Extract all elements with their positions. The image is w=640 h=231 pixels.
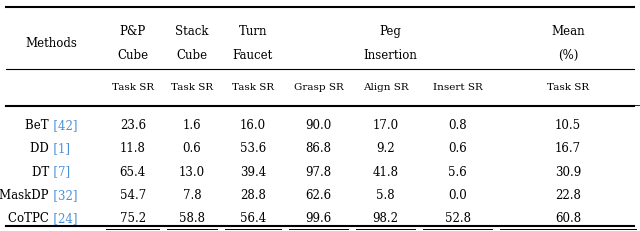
Text: 0.0: 0.0 [448,189,467,202]
Text: Grasp SR: Grasp SR [294,83,343,92]
Text: 52.8: 52.8 [445,212,470,225]
Text: Stack: Stack [175,25,209,38]
Text: Faucet: Faucet [233,49,273,62]
Text: BeT: BeT [25,119,51,132]
Text: 58.8: 58.8 [179,212,205,225]
Text: 7.8: 7.8 [182,189,202,202]
Text: CoTPC: CoTPC [8,212,51,225]
Text: 0.8: 0.8 [448,119,467,132]
Text: 99.6: 99.6 [305,212,332,225]
Text: DT: DT [31,166,51,179]
Text: 23.6: 23.6 [120,119,146,132]
Text: Insertion: Insertion [364,49,417,62]
Text: 1.6: 1.6 [182,119,202,132]
Text: 5.6: 5.6 [448,166,467,179]
Text: Align SR: Align SR [363,83,408,92]
Text: P&P: P&P [120,25,146,38]
Text: 0.6: 0.6 [448,143,467,155]
Text: Task SR: Task SR [112,83,154,92]
Text: 13.0: 13.0 [179,166,205,179]
Text: 97.8: 97.8 [305,166,332,179]
Text: 62.6: 62.6 [305,189,332,202]
Text: 22.8: 22.8 [555,189,581,202]
Text: 16.7: 16.7 [555,143,581,155]
Text: [42]: [42] [51,119,77,132]
Text: 54.7: 54.7 [120,189,146,202]
Text: 98.2: 98.2 [372,212,399,225]
Text: 56.4: 56.4 [239,212,266,225]
Text: 41.8: 41.8 [372,166,399,179]
Text: 75.2: 75.2 [120,212,146,225]
Text: 60.8: 60.8 [555,212,581,225]
Text: Task SR: Task SR [232,83,274,92]
Text: 9.2: 9.2 [376,143,395,155]
Text: 11.8: 11.8 [120,143,146,155]
Text: [1]: [1] [51,143,70,155]
Text: 17.0: 17.0 [372,119,399,132]
Text: Peg: Peg [380,25,401,38]
Text: [7]: [7] [51,166,70,179]
Text: 28.8: 28.8 [240,189,266,202]
Text: 16.0: 16.0 [240,119,266,132]
Text: Task SR: Task SR [547,83,589,92]
Text: 90.0: 90.0 [305,119,332,132]
Text: Task SR: Task SR [171,83,213,92]
Text: Turn: Turn [239,25,267,38]
Text: Cube: Cube [177,49,207,62]
Text: 30.9: 30.9 [555,166,581,179]
Text: [24]: [24] [51,212,77,225]
Text: 10.5: 10.5 [555,119,581,132]
Text: MaskDP: MaskDP [0,189,51,202]
Text: (%): (%) [558,49,578,62]
Text: DD: DD [30,143,51,155]
Text: 39.4: 39.4 [239,166,266,179]
Text: Insert SR: Insert SR [433,83,483,92]
Text: 53.6: 53.6 [239,143,266,155]
Text: 5.8: 5.8 [376,189,395,202]
Text: 86.8: 86.8 [305,143,332,155]
Text: Cube: Cube [117,49,148,62]
Text: 0.6: 0.6 [182,143,202,155]
Text: [32]: [32] [51,189,77,202]
Text: 65.4: 65.4 [120,166,146,179]
Text: Methods: Methods [25,37,77,50]
Text: Mean: Mean [551,25,585,38]
